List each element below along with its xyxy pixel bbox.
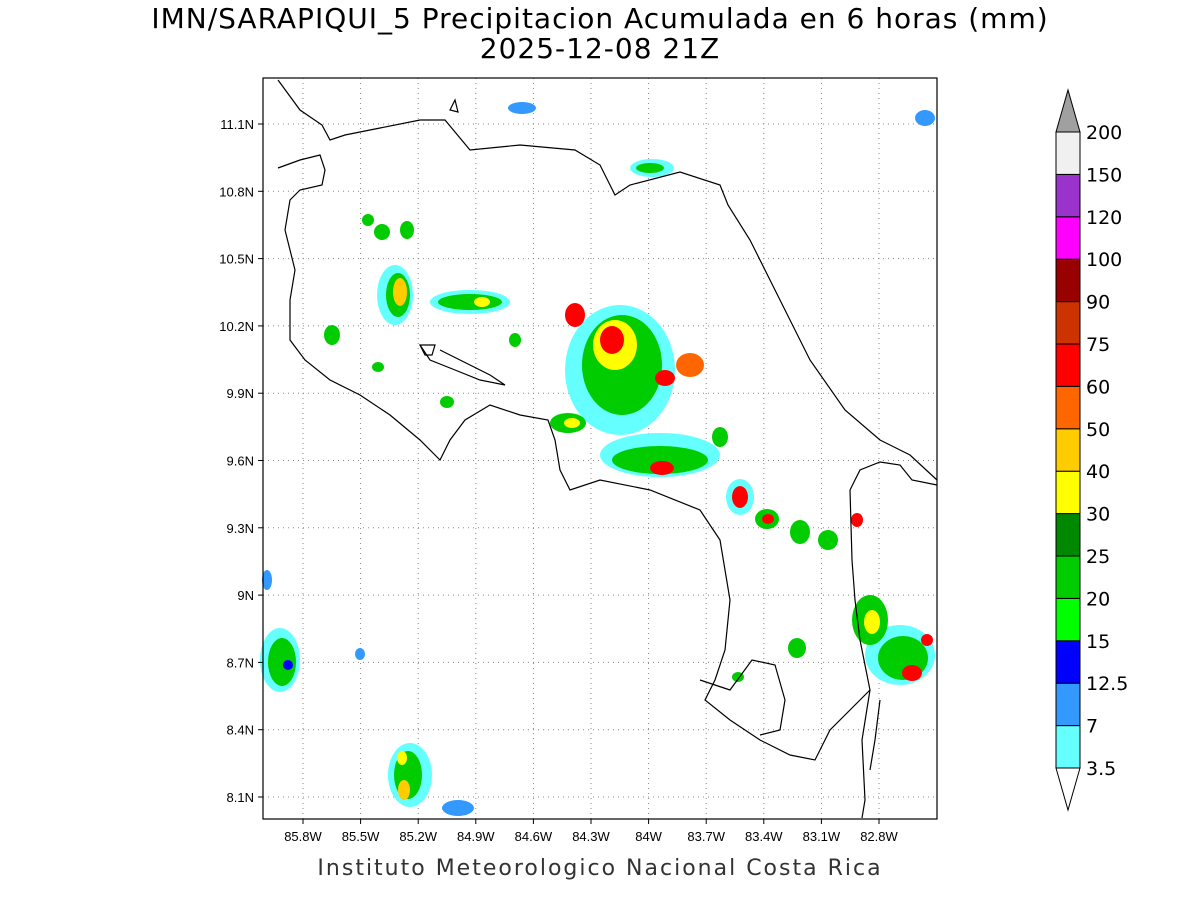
colorbar-swatch	[1055, 131, 1081, 175]
colorbar-swatch	[1055, 682, 1081, 727]
precip-cell	[726, 479, 779, 529]
lon-tick-label: 84.3W	[572, 829, 610, 844]
precipitation-field	[260, 102, 935, 816]
map-datetime: 2025-12-08 21Z	[479, 32, 721, 65]
colorbar-label: 100	[1086, 249, 1122, 271]
colorbar-swatch	[1055, 725, 1081, 769]
colorbar-label: 50	[1086, 419, 1110, 441]
precip-cell	[377, 265, 413, 325]
colorbar-label: 15	[1086, 631, 1110, 653]
precip-cell	[262, 214, 863, 816]
lat-tick-label: 10.5N	[219, 252, 254, 267]
colorbar-swatch	[1055, 597, 1081, 642]
colorbar-label: 90	[1086, 292, 1110, 314]
colorbar-label: 30	[1086, 504, 1110, 526]
colorbar-label: 150	[1086, 164, 1122, 186]
lon-tick-label: 85.2W	[399, 829, 437, 844]
colorbar-label: 7	[1086, 716, 1098, 738]
colorbar-label: 25	[1086, 546, 1110, 568]
colorbar-label: 40	[1086, 461, 1110, 483]
lat-tick-label: 9.6N	[227, 454, 254, 469]
colorbar-swatch	[1055, 428, 1081, 472]
lat-tick-label: 9.3N	[227, 521, 254, 536]
lon-tick-label: 82.8W	[860, 829, 898, 844]
colorbar-swatch	[1055, 173, 1081, 218]
lat-tick-label: 11.1N	[220, 117, 254, 132]
latitude-axis: 11.1N 10.8N 10.5N 10.2N 9.9N 9.6N 9.3N 9N 8.7N 8.…	[219, 117, 263, 805]
colorbar-swatch	[1055, 216, 1081, 260]
colorbar-swatch	[1055, 258, 1081, 303]
credit-footer: Instituto Meteorologico Nacional Costa R…	[317, 856, 883, 881]
coastline-borders	[277, 79, 938, 819]
colorbar-max-arrow	[1055, 88, 1081, 133]
precip-cell	[260, 628, 300, 692]
lon-tick-label: 83.7W	[687, 829, 725, 844]
colorbar-swatch	[1055, 470, 1081, 515]
lon-tick-label: 85.8W	[284, 829, 322, 844]
longitude-axis: 85.8W 85.5W 85.2W 84.9W 84.6W 84.3W 84W 83.7W 83…	[284, 819, 899, 844]
colorbar-swatch	[1055, 385, 1081, 430]
map-frame	[262, 77, 938, 820]
lat-tick-label: 10.8N	[219, 184, 254, 199]
colorbar-min-arrow	[1055, 767, 1081, 812]
lon-tick-label: 84W	[635, 829, 662, 844]
lat-tick-label: 8.7N	[227, 655, 254, 670]
colorbar-label: 60	[1086, 376, 1110, 398]
lon-tick-label: 83.1W	[803, 829, 841, 844]
colorbar: 3.5 7 12.5 15 20 25 30 40 50 60 75 90 100 120 150 200	[1055, 88, 1128, 812]
colorbar-label: 120	[1086, 207, 1122, 229]
colorbar-swatch	[1055, 513, 1081, 557]
precip-cell	[508, 102, 935, 177]
map-background	[263, 78, 937, 819]
lat-tick-label: 8.4N	[227, 723, 254, 738]
colorbar-label: 3.5	[1086, 758, 1116, 780]
colorbar-swatch	[1055, 301, 1081, 345]
lat-tick-label: 9N	[237, 588, 254, 603]
map-panel	[260, 77, 938, 820]
precip-cell	[600, 433, 720, 477]
precip-cell	[430, 290, 510, 314]
precip-cell	[550, 413, 586, 433]
lat-tick-label: 8.1N	[227, 790, 254, 805]
lon-tick-label: 85.5W	[342, 829, 380, 844]
lon-tick-label: 83.4W	[745, 829, 783, 844]
colorbar-swatch	[1055, 640, 1081, 684]
lon-tick-label: 84.9W	[457, 829, 495, 844]
precip-cell	[565, 303, 704, 435]
colorbar-swatch	[1055, 343, 1081, 387]
colorbar-label: 12.5	[1086, 673, 1128, 695]
map-title: IMN/SARAPIQUI_5 Precipitacion Acumulada …	[151, 2, 1049, 35]
colorbar-label: 200	[1086, 122, 1122, 144]
lat-tick-label: 10.2N	[219, 319, 254, 334]
lon-tick-label: 84.6W	[515, 829, 553, 844]
precip-cell	[852, 595, 935, 685]
precip-cell	[388, 743, 432, 807]
colorbar-label: 20	[1086, 588, 1110, 610]
colorbar-label: 75	[1086, 334, 1110, 356]
colorbar-swatch	[1055, 555, 1081, 599]
lat-tick-label: 9.9N	[227, 386, 254, 401]
